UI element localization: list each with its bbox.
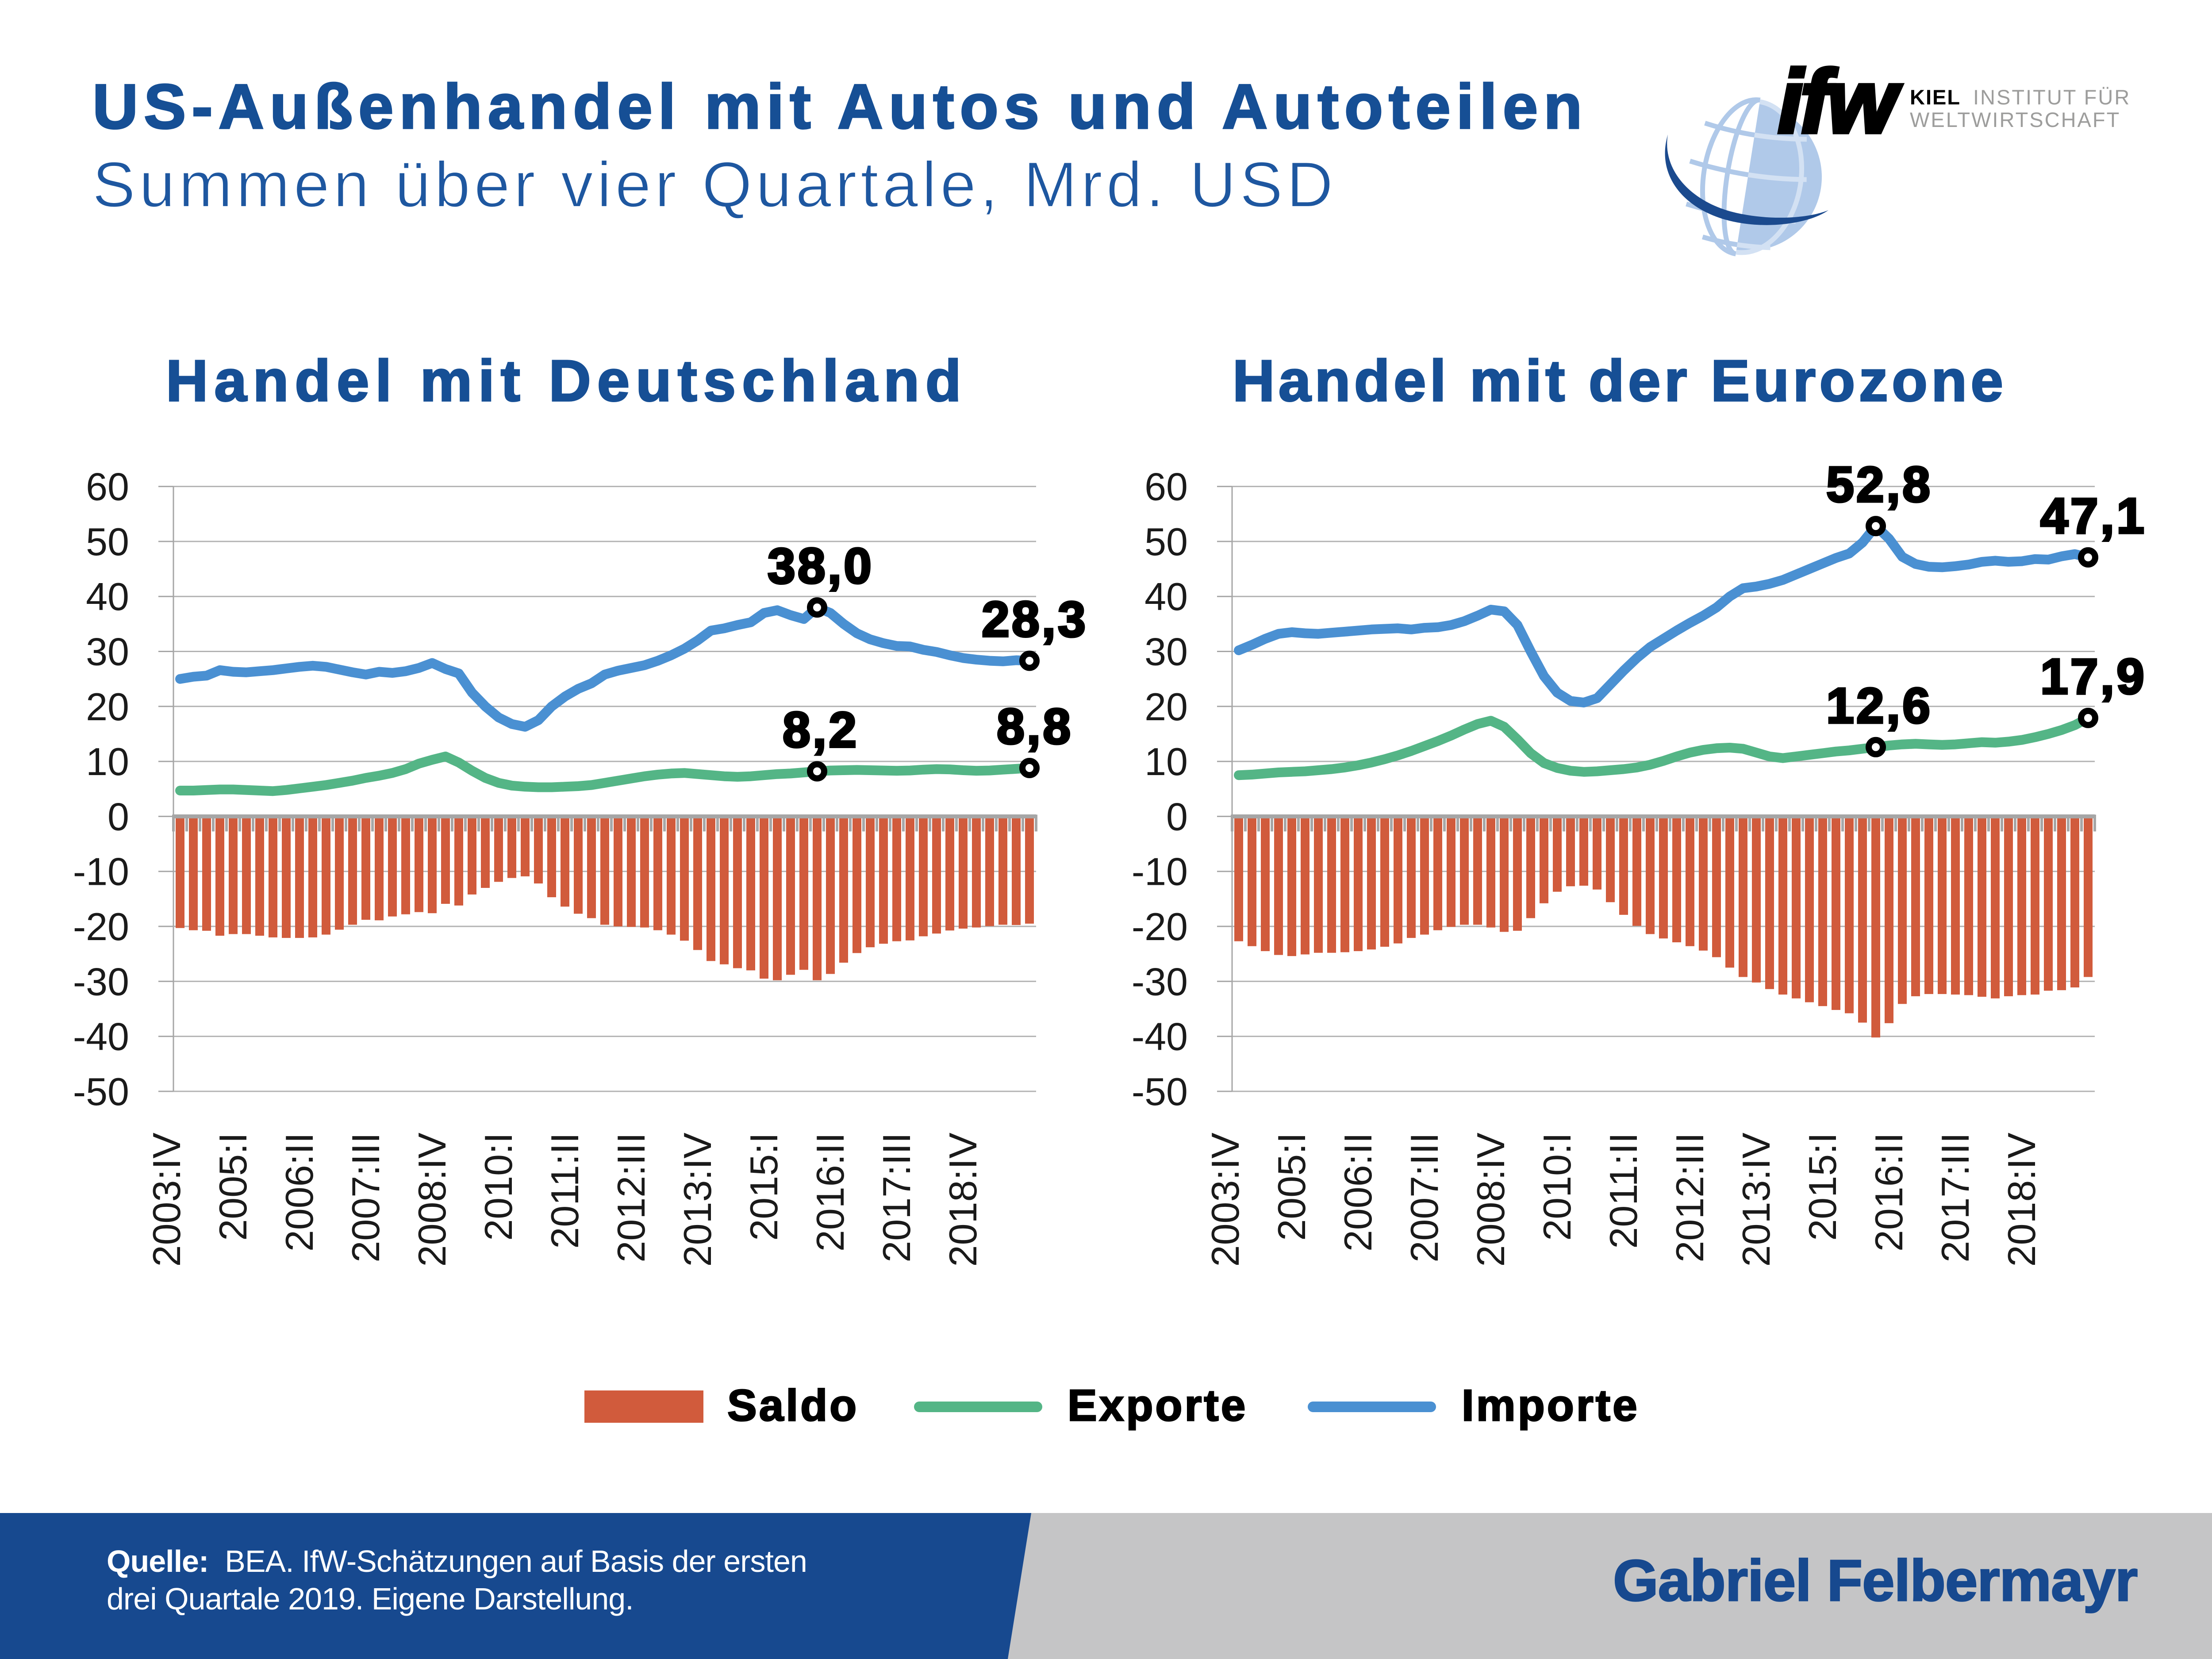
svg-text:10: 10 bbox=[1144, 740, 1188, 783]
svg-text:-10: -10 bbox=[1132, 850, 1188, 894]
svg-text:2011:II: 2011:II bbox=[1601, 1133, 1645, 1249]
svg-text:2012:III: 2012:III bbox=[609, 1133, 653, 1263]
svg-text:2018:IV: 2018:IV bbox=[2000, 1133, 2043, 1267]
svg-text:-40: -40 bbox=[1132, 1015, 1188, 1059]
svg-text:2006:II: 2006:II bbox=[277, 1133, 321, 1252]
svg-text:US-Außenhandel mit Autos und A: US-Außenhandel mit Autos und Autoteilen bbox=[92, 72, 1588, 142]
svg-text:Saldo: Saldo bbox=[727, 1381, 859, 1430]
svg-text:38,0: 38,0 bbox=[768, 538, 874, 594]
svg-text:-50: -50 bbox=[1132, 1070, 1188, 1114]
svg-text:2006:II: 2006:II bbox=[1336, 1133, 1380, 1252]
svg-text:2015:I: 2015:I bbox=[742, 1133, 786, 1241]
svg-text:2005:I: 2005:I bbox=[1270, 1133, 1313, 1241]
svg-text:2013:IV: 2013:IV bbox=[1734, 1133, 1778, 1267]
svg-text:ifw: ifw bbox=[1778, 51, 1901, 151]
svg-text:Quelle: BEA. IfW-Schätzungen: Quelle: BEA. IfW-Schätzungen auf Basis d… bbox=[107, 1544, 807, 1578]
svg-text:drei Quartale 2019. Eigene Dar: drei Quartale 2019. Eigene Darstellung. bbox=[107, 1582, 634, 1616]
svg-text:Summen über vier Quartale, Mrd: Summen über vier Quartale, Mrd. USD bbox=[92, 149, 1337, 220]
svg-text:2016:II: 2016:II bbox=[808, 1133, 852, 1252]
svg-text:2011:II: 2011:II bbox=[543, 1133, 587, 1249]
svg-text:0: 0 bbox=[108, 795, 129, 838]
svg-text:2005:I: 2005:I bbox=[211, 1133, 255, 1241]
svg-text:2017:III: 2017:III bbox=[875, 1133, 918, 1263]
svg-text:50: 50 bbox=[86, 520, 129, 564]
svg-text:47,1: 47,1 bbox=[2040, 488, 2147, 544]
svg-text:20: 20 bbox=[1144, 685, 1188, 729]
svg-text:8,8: 8,8 bbox=[997, 699, 1073, 754]
svg-text:Handel mit Deutschland: Handel mit Deutschland bbox=[166, 348, 968, 413]
svg-text:-40: -40 bbox=[73, 1015, 129, 1059]
svg-text:60: 60 bbox=[86, 465, 129, 509]
svg-text:0: 0 bbox=[1166, 795, 1188, 838]
svg-text:2010:I: 2010:I bbox=[1535, 1133, 1579, 1241]
svg-text:Handel mit der Eurozone: Handel mit der Eurozone bbox=[1233, 348, 2007, 413]
svg-text:2003:IV: 2003:IV bbox=[1203, 1133, 1247, 1267]
svg-text:-30: -30 bbox=[73, 960, 129, 1003]
svg-text:INSTITUT FÜR: INSTITUT FÜR bbox=[1973, 85, 2131, 109]
svg-text:-30: -30 bbox=[1132, 960, 1188, 1003]
svg-text:60: 60 bbox=[1144, 465, 1188, 509]
svg-text:2010:I: 2010:I bbox=[476, 1133, 520, 1241]
svg-text:-20: -20 bbox=[73, 905, 129, 949]
svg-text:10: 10 bbox=[86, 740, 129, 783]
svg-text:40: 40 bbox=[1144, 575, 1188, 618]
svg-text:Importe: Importe bbox=[1462, 1381, 1640, 1430]
svg-text:WELTWIRTSCHAFT: WELTWIRTSCHAFT bbox=[1910, 108, 2120, 131]
svg-text:2008:IV: 2008:IV bbox=[410, 1133, 454, 1267]
svg-text:2017:III: 2017:III bbox=[1933, 1133, 1977, 1263]
svg-text:Exporte: Exporte bbox=[1068, 1381, 1248, 1430]
svg-text:2012:III: 2012:III bbox=[1668, 1133, 1712, 1263]
svg-text:KIEL: KIEL bbox=[1910, 85, 1961, 109]
svg-text:2018:IV: 2018:IV bbox=[941, 1133, 985, 1267]
svg-text:2015:I: 2015:I bbox=[1801, 1133, 1844, 1241]
svg-text:2008:IV: 2008:IV bbox=[1469, 1133, 1513, 1267]
svg-text:2007:III: 2007:III bbox=[1402, 1133, 1446, 1263]
svg-text:30: 30 bbox=[86, 630, 129, 674]
svg-text:8,2: 8,2 bbox=[783, 702, 859, 758]
svg-text:-20: -20 bbox=[1132, 905, 1188, 949]
svg-text:40: 40 bbox=[86, 575, 129, 618]
svg-text:17,9: 17,9 bbox=[2040, 649, 2147, 704]
svg-text:-50: -50 bbox=[73, 1070, 129, 1114]
svg-text:2007:III: 2007:III bbox=[344, 1133, 388, 1263]
svg-text:12,6: 12,6 bbox=[1826, 678, 1932, 733]
svg-text:-10: -10 bbox=[73, 850, 129, 894]
svg-text:20: 20 bbox=[86, 685, 129, 729]
svg-text:28,3: 28,3 bbox=[982, 591, 1088, 647]
svg-text:Gabriel Felbermayr: Gabriel Felbermayr bbox=[1613, 1548, 2137, 1613]
svg-text:2016:II: 2016:II bbox=[1867, 1133, 1911, 1252]
svg-text:2013:IV: 2013:IV bbox=[676, 1133, 719, 1267]
svg-text:50: 50 bbox=[1144, 520, 1188, 564]
svg-text:30: 30 bbox=[1144, 630, 1188, 674]
svg-text:52,8: 52,8 bbox=[1826, 457, 1932, 512]
svg-text:2003:IV: 2003:IV bbox=[145, 1133, 188, 1267]
